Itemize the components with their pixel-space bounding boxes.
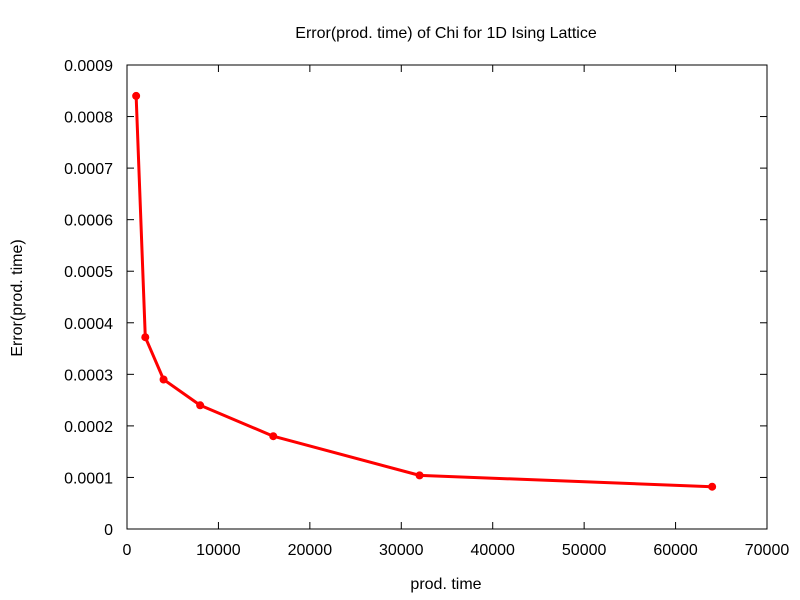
y-axis: 0 0.0001 0.0002 0.0003 0.0004 0.0005 0.0006 0.0… (64, 58, 767, 539)
y-axis-title: Error(prod. time) (9, 239, 26, 356)
data-point (415, 471, 424, 480)
x-tick-label: 60000 (653, 542, 698, 559)
x-tick-label: 40000 (470, 542, 515, 559)
y-tick-label: 0.0003 (64, 367, 113, 384)
data-point (132, 91, 141, 100)
y-tick-label: 0 (104, 522, 113, 539)
plot-frame (126, 64, 768, 530)
y-tick-label: 0.0001 (64, 470, 113, 487)
x-tick-label: 70000 (745, 542, 790, 559)
data-point (141, 333, 150, 342)
x-tick-label: 0 (123, 542, 132, 559)
y-tick-label: 0.0002 (64, 419, 113, 436)
x-tick-label: 30000 (379, 542, 424, 559)
x-axis-title: prod. time (410, 576, 481, 593)
y-tick-label: 0.0007 (64, 161, 113, 178)
x-tick-label: 10000 (196, 542, 241, 559)
data-point (708, 482, 717, 491)
data-point (196, 401, 205, 410)
data-point (159, 375, 168, 384)
x-tick-label: 20000 (288, 542, 333, 559)
x-axis: 0 10000 20000 30000 40000 50000 60000 70000 (123, 65, 790, 559)
y-tick-label: 0.0005 (64, 264, 113, 281)
series-layer (132, 91, 717, 491)
x-tick-label: 50000 (562, 542, 607, 559)
chart-title: Error(prod. time) of Chi for 1D Ising La… (295, 25, 597, 42)
y-tick-label: 0.0009 (64, 58, 113, 75)
data-point (269, 432, 278, 441)
series-line (134, 95, 713, 489)
y-tick-label: 0.0008 (64, 110, 113, 127)
y-tick-label: 0.0006 (64, 213, 113, 230)
y-tick-label: 0.0004 (64, 316, 113, 333)
